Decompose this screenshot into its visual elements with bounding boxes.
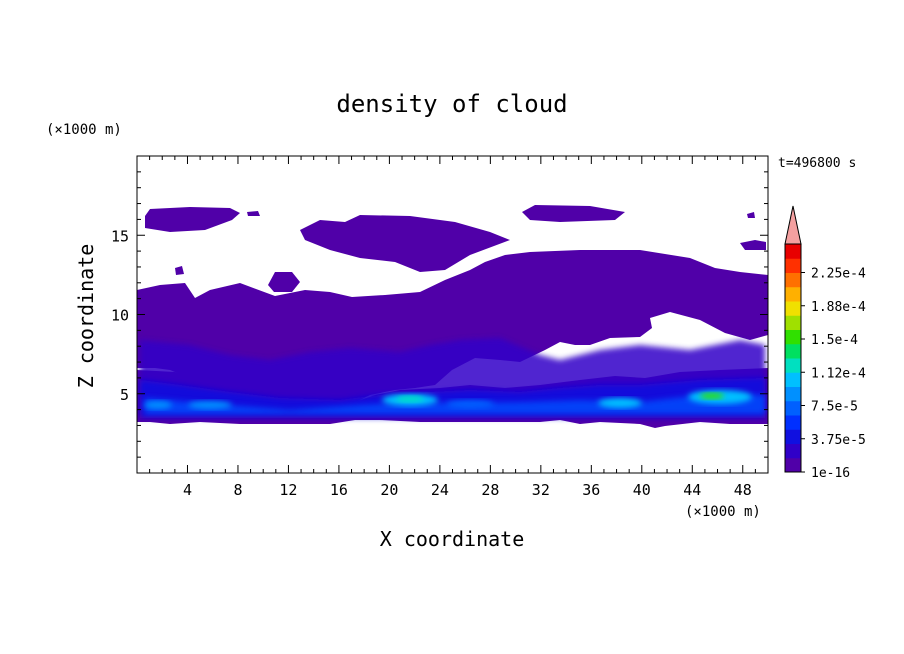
colorbar-swatch: [785, 443, 801, 459]
colorbar-swatch: [785, 329, 801, 345]
dense-core-2: [598, 398, 642, 408]
x-tick-label: 16: [330, 481, 348, 499]
cloud-field: [137, 205, 768, 428]
chart-title: density of cloud: [336, 90, 567, 118]
colorbar-label: 3.75e-5: [811, 433, 866, 448]
y-tick-label: 10: [111, 307, 129, 325]
y-tick-label: 5: [120, 386, 129, 404]
cloud-region-upper-mid: [300, 215, 510, 272]
colorbar-label: 1.5e-4: [811, 333, 858, 348]
cloud-region-small-4: [747, 212, 755, 218]
colorbar-swatch: [785, 415, 801, 430]
colorbar-label: 1e-16: [811, 466, 850, 481]
colorbar-swatch: [785, 343, 801, 359]
colorbar-over-arrow: [784, 205, 802, 245]
colorbar-label: 1.88e-4: [811, 300, 866, 315]
colorbar-swatch: [785, 400, 801, 416]
cloud-region-upper-east: [522, 205, 625, 222]
colorbar-label: 1.12e-4: [811, 366, 866, 381]
cloud-region-small-1: [247, 211, 260, 216]
colorbar-swatch: [785, 386, 801, 402]
colorbar-label: 2.25e-4: [811, 267, 866, 282]
cloud-region-small-5: [175, 266, 184, 275]
dense-core-5: [144, 401, 172, 409]
y-tick-label: 15: [111, 227, 129, 245]
dense-core-4: [188, 401, 232, 409]
dense-core-1-inner: [396, 396, 424, 402]
cloud-region-upper-west: [145, 207, 240, 232]
x-tick-label: 48: [734, 481, 752, 499]
time-label: t=496800 s: [778, 156, 856, 171]
x-tick-label: 32: [532, 481, 550, 499]
colorbar-swatch: [785, 358, 801, 373]
cloud-region-small-3: [740, 240, 766, 250]
x-tick-label: 20: [380, 481, 398, 499]
colorbar-swatch: [785, 315, 801, 330]
colorbar-swatch: [785, 286, 801, 302]
colorbar-swatch: [785, 457, 801, 473]
x-tick-label: 28: [481, 481, 499, 499]
x-tick-label: 40: [633, 481, 651, 499]
colorbar: 2.25e-4 1.88e-4 1.5e-4 1.12e-4 7.5e-5 3.75e-5…: [784, 205, 866, 481]
x-tick-label: 44: [683, 481, 701, 499]
x-tick-label: 12: [279, 481, 297, 499]
colorbar-swatch: [785, 301, 801, 316]
dense-core-6: [446, 400, 494, 408]
cloud-region-small-2: [268, 272, 300, 292]
colorbar-swatch: [785, 272, 801, 288]
colorbar-label: 7.5e-5: [811, 400, 858, 415]
colorbar-swatch: [785, 244, 801, 259]
x-unit-label: (×1000 m): [685, 504, 761, 520]
colorbar-swatch: [785, 429, 801, 444]
x-axis-label: X coordinate: [380, 527, 525, 551]
x-tick-label: 4: [183, 481, 192, 499]
x-tick-label: 36: [582, 481, 600, 499]
colorbar-swatch: [785, 372, 801, 387]
y-unit-label: (×1000 m): [46, 122, 122, 138]
x-tick-label: 24: [431, 481, 449, 499]
x-axis: 4 8 12 16 20 24 28 32 36 40 44 48: [149, 156, 756, 499]
y-axis-label: Z coordinate: [74, 244, 98, 389]
x-tick-label: 8: [233, 481, 242, 499]
dense-core-3-inner: [700, 393, 724, 399]
colorbar-swatch: [785, 258, 801, 273]
y-axis: 5 10 15: [111, 171, 768, 458]
